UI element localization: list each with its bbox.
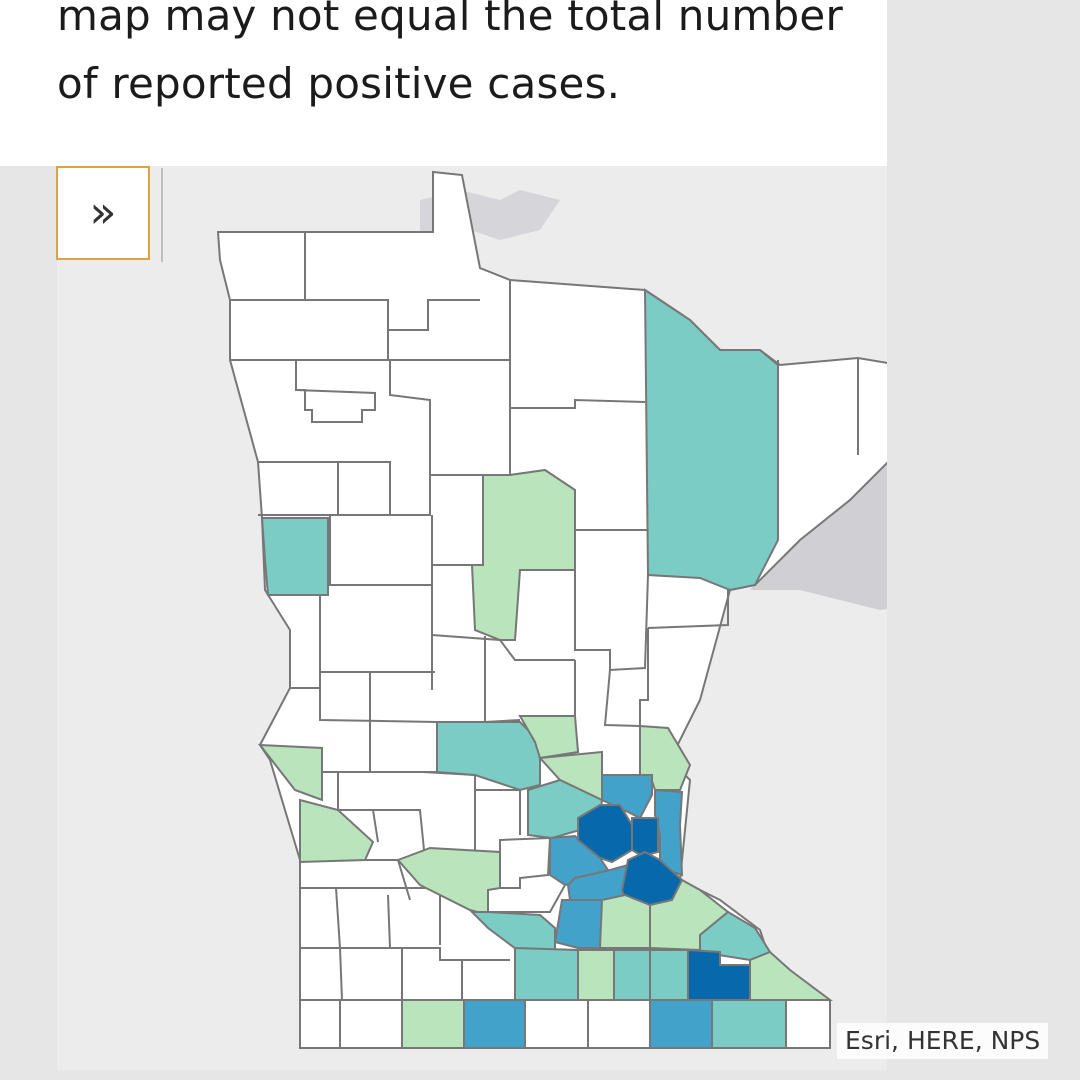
intro-text-panel: map may not equal the total number of re… <box>0 0 887 166</box>
intro-line-2: of reported positive cases. <box>57 59 621 108</box>
expand-panel-button[interactable]: » <box>56 166 150 260</box>
county-map[interactable] <box>57 166 887 1070</box>
county-high <box>649 999 713 1049</box>
map-view[interactable] <box>57 166 887 1070</box>
map-attribution: Esri, HERE, NPS <box>837 1023 1049 1059</box>
panel-divider <box>161 168 163 262</box>
county-medium <box>514 946 579 1001</box>
county-medium <box>643 288 779 592</box>
shaded-counties <box>257 288 833 1049</box>
county-medium <box>260 517 329 596</box>
county-low <box>396 846 501 917</box>
county-medium <box>436 721 541 792</box>
intro-line-1: map may not equal the total number <box>57 0 843 40</box>
county-low <box>257 743 323 802</box>
county-medium <box>613 949 651 1001</box>
county-low <box>518 715 580 760</box>
county-low <box>299 798 375 864</box>
county-low <box>598 893 651 949</box>
county-low <box>470 468 576 641</box>
county-medium <box>469 911 556 957</box>
county-low <box>401 999 465 1049</box>
county-high <box>553 899 604 949</box>
county-highest <box>631 817 659 858</box>
county-high <box>463 999 526 1049</box>
county-low <box>577 949 615 1001</box>
double-chevron-right-icon: » <box>89 187 117 238</box>
state-outline <box>216 170 887 1049</box>
intro-paragraph: map may not equal the total number of re… <box>57 0 843 118</box>
county-low <box>749 950 833 1001</box>
county-medium <box>649 949 689 1001</box>
county-medium <box>711 999 787 1049</box>
